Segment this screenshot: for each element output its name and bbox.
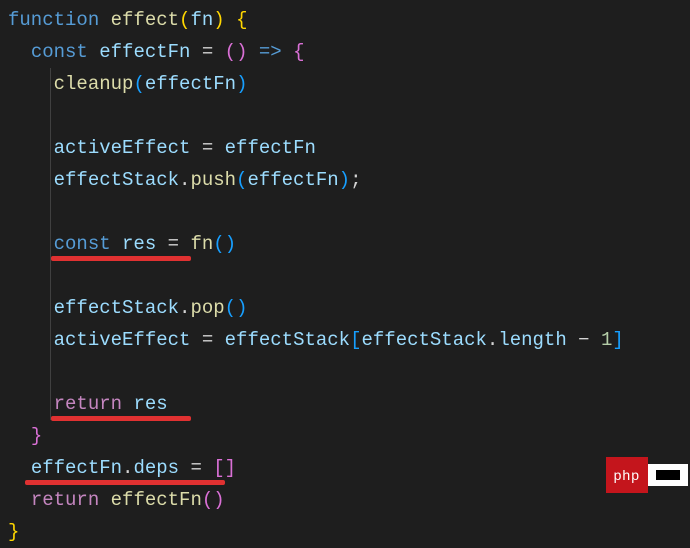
param-fn: fn bbox=[190, 9, 213, 31]
var-effectFn: effectFn bbox=[225, 137, 316, 159]
brace: { bbox=[293, 41, 304, 63]
paren: ) bbox=[213, 9, 224, 31]
var-effectStack: effectStack bbox=[225, 329, 350, 351]
paren: ( bbox=[202, 489, 213, 511]
var-effectStack: effectStack bbox=[361, 329, 486, 351]
paren: ( bbox=[236, 169, 247, 191]
code-line: activeEffect = effectStack[effectStack.l… bbox=[8, 324, 690, 356]
watermark-box bbox=[648, 464, 688, 486]
watermark-text: php bbox=[606, 457, 648, 493]
paren: ( bbox=[225, 41, 236, 63]
code-line: effectStack.pop() bbox=[8, 292, 690, 324]
blank-line bbox=[8, 196, 690, 228]
highlight-underline bbox=[25, 480, 225, 485]
code-line: function effect(fn) { bbox=[8, 4, 690, 36]
code-line: return effectFn() bbox=[8, 484, 690, 516]
code-line: } bbox=[8, 516, 690, 548]
arg-effectFn: effectFn bbox=[247, 169, 338, 191]
blank-line bbox=[8, 356, 690, 388]
paren: ) bbox=[236, 41, 247, 63]
fn-pop: pop bbox=[190, 297, 224, 319]
code-line: const effectFn = () => { bbox=[8, 36, 690, 68]
keyword-function: function bbox=[8, 9, 99, 31]
code-line: cleanup(effectFn) bbox=[8, 68, 690, 100]
paren: ) bbox=[225, 233, 236, 255]
var-activeEffect: activeEffect bbox=[54, 329, 191, 351]
fn-effect: effect bbox=[111, 9, 179, 31]
var-effectStack: effectStack bbox=[54, 169, 179, 191]
keyword-return: return bbox=[54, 393, 122, 415]
watermark: php bbox=[606, 457, 688, 493]
blank-line bbox=[8, 100, 690, 132]
arrow: => bbox=[247, 41, 293, 63]
paren: ) bbox=[236, 73, 247, 95]
keyword-const: const bbox=[54, 233, 111, 255]
var-res: res bbox=[133, 393, 167, 415]
paren: ) bbox=[213, 489, 224, 511]
paren: ) bbox=[236, 297, 247, 319]
var-res: res bbox=[122, 233, 156, 255]
paren: ( bbox=[225, 297, 236, 319]
prop-deps: deps bbox=[133, 457, 179, 479]
keyword-return: return bbox=[31, 489, 99, 511]
watermark-inner bbox=[656, 470, 680, 480]
blank-line bbox=[8, 260, 690, 292]
prop-length: length bbox=[498, 329, 566, 351]
code-line: activeEffect = effectFn bbox=[8, 132, 690, 164]
paren: ( bbox=[179, 9, 190, 31]
brace: } bbox=[8, 521, 19, 543]
code-editor: function effect(fn) { const effectFn = (… bbox=[0, 0, 690, 548]
brace: { bbox=[225, 9, 248, 31]
highlight-underline bbox=[51, 416, 191, 421]
paren: ( bbox=[213, 233, 224, 255]
arg-effectFn: effectFn bbox=[145, 73, 236, 95]
array-literal: [] bbox=[213, 457, 236, 479]
var-activeEffect: activeEffect bbox=[54, 137, 191, 159]
paren: ) bbox=[339, 169, 350, 191]
fn-push: push bbox=[190, 169, 236, 191]
bracket: ] bbox=[612, 329, 623, 351]
paren: ( bbox=[133, 73, 144, 95]
code-line: } bbox=[8, 420, 690, 452]
var-effectStack: effectStack bbox=[54, 297, 179, 319]
fn-cleanup: cleanup bbox=[54, 73, 134, 95]
highlight-underline bbox=[51, 256, 191, 261]
var-effectFn: effectFn bbox=[31, 457, 122, 479]
brace: } bbox=[31, 425, 42, 447]
keyword-const: const bbox=[31, 41, 88, 63]
fn-effectFn: effectFn bbox=[111, 489, 202, 511]
fn-fn: fn bbox=[190, 233, 213, 255]
var-effectFn: effectFn bbox=[99, 41, 190, 63]
bracket: [ bbox=[350, 329, 361, 351]
number: 1 bbox=[601, 329, 612, 351]
code-line: effectStack.push(effectFn); bbox=[8, 164, 690, 196]
